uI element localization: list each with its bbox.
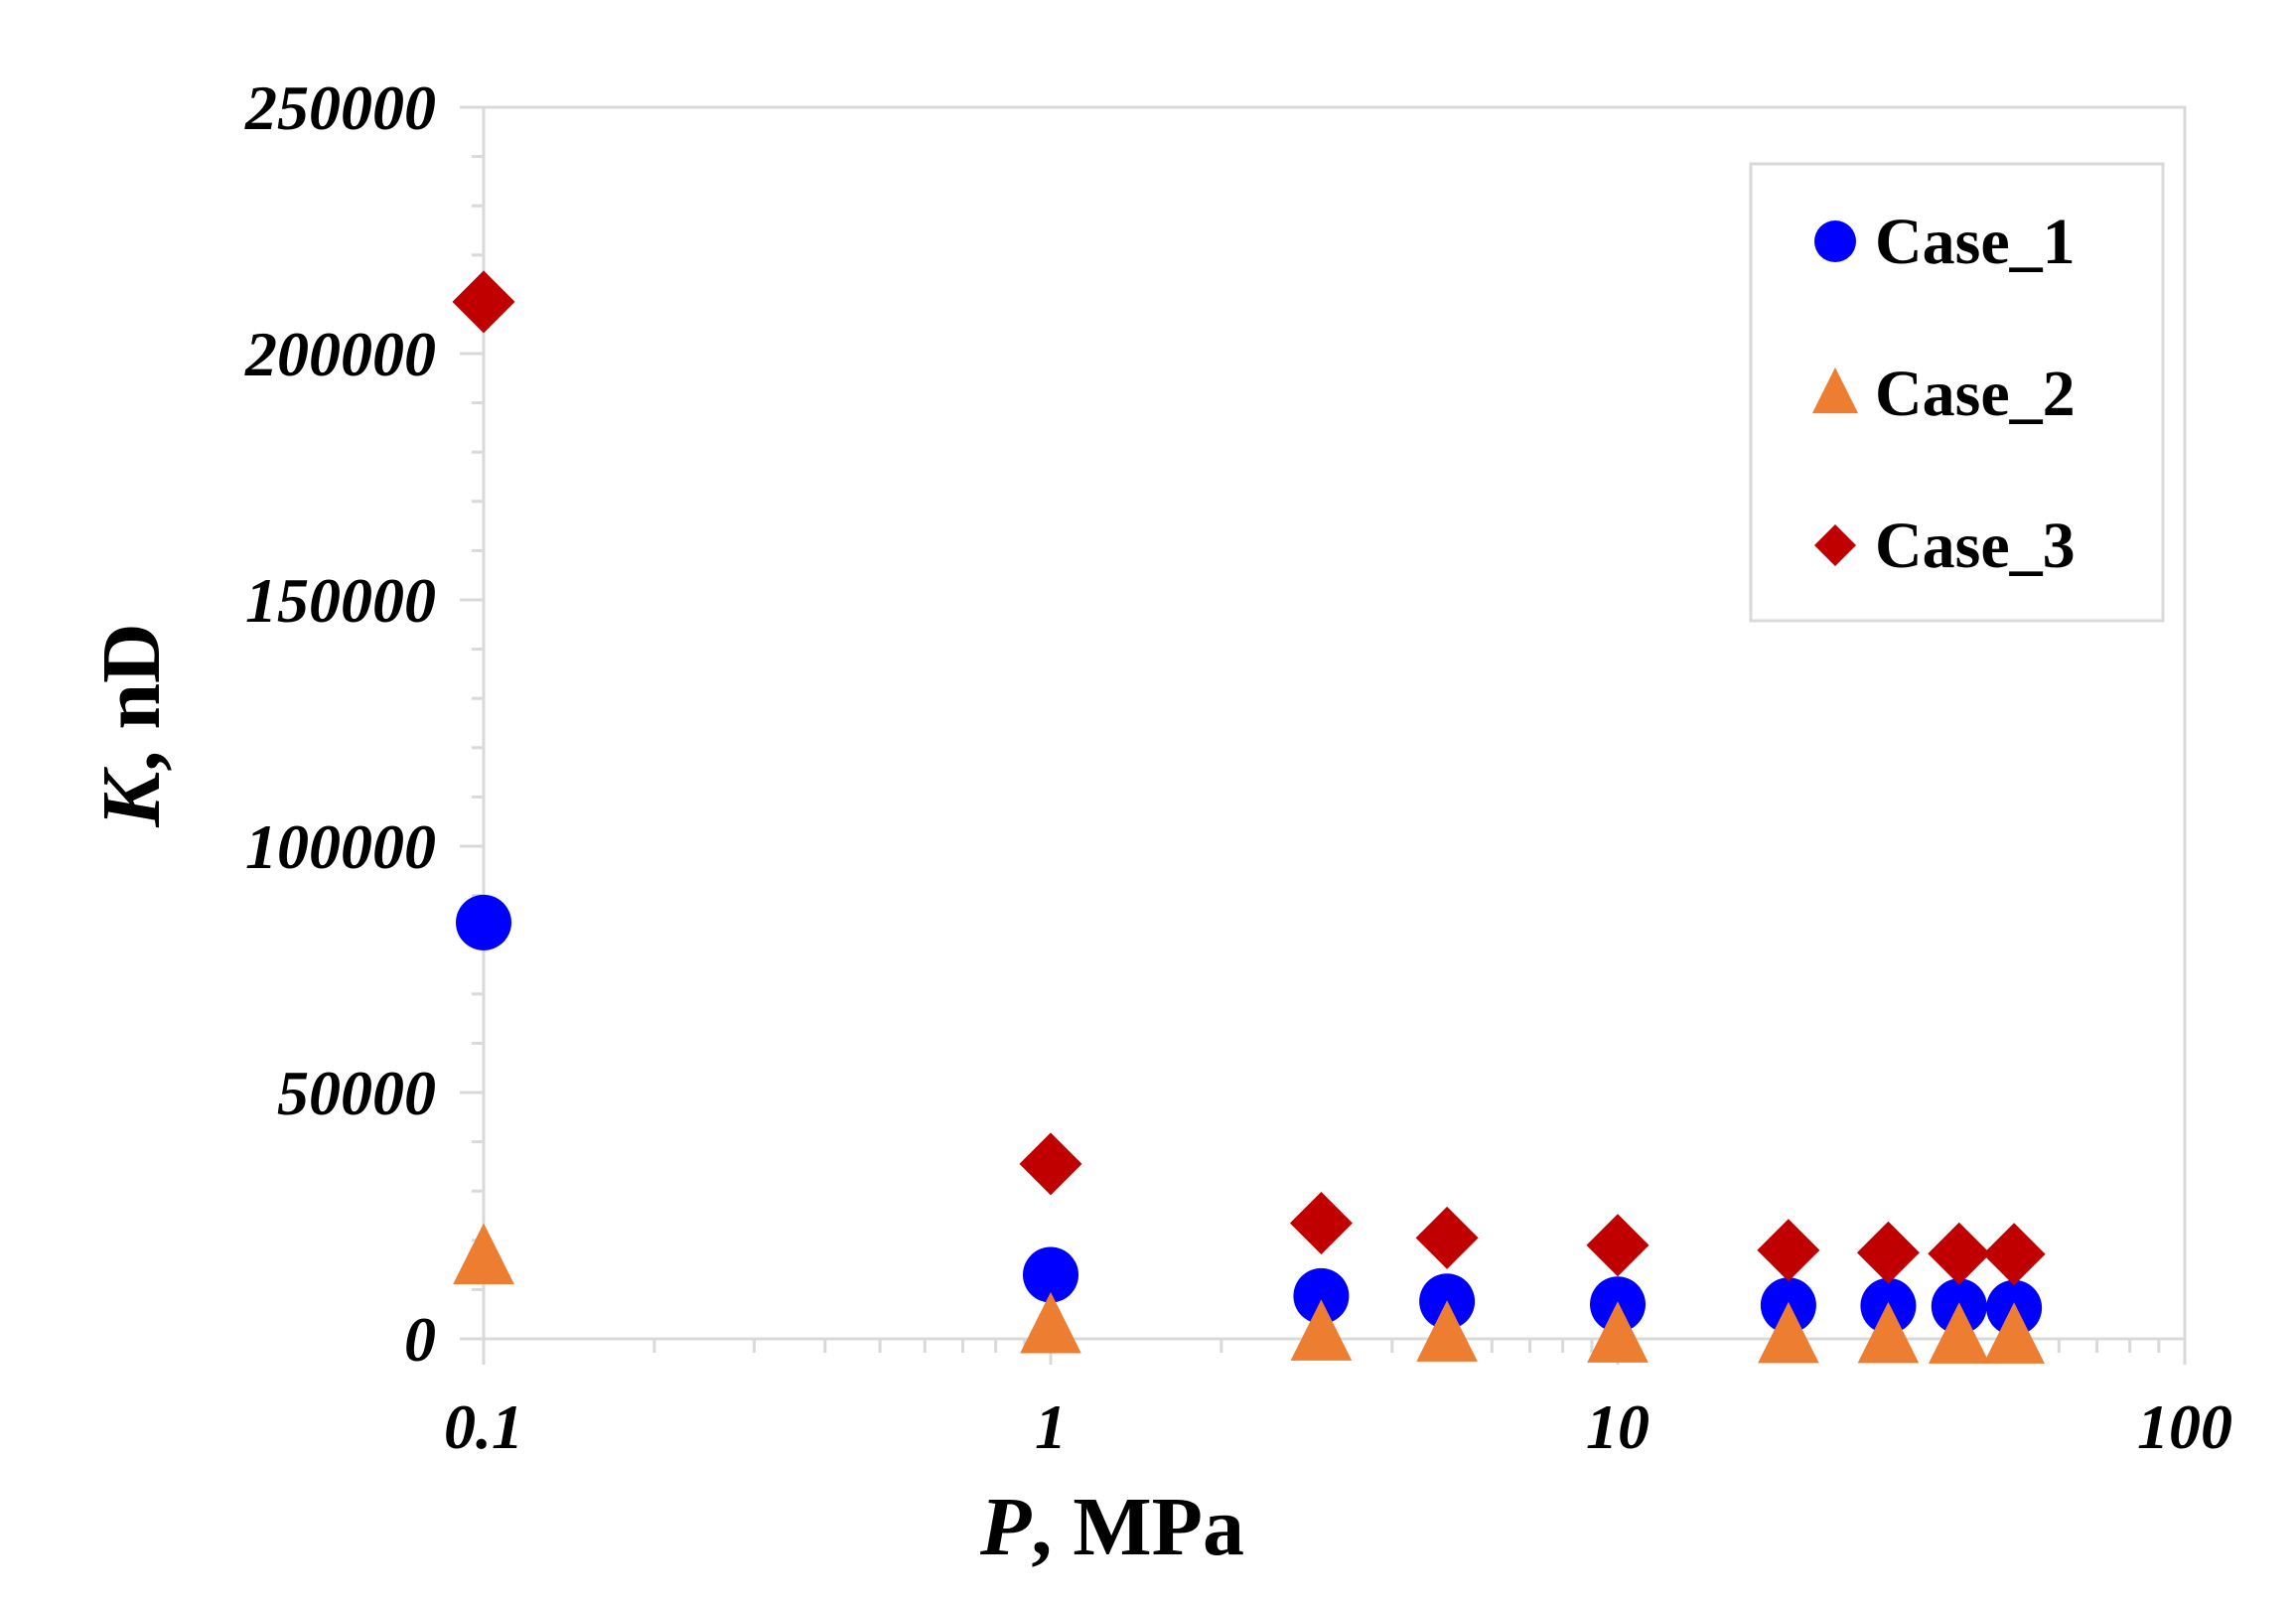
data-point-case-1: [1293, 1267, 1350, 1324]
y-tick-label: 100000: [245, 811, 436, 882]
data-point-case-1: [456, 894, 511, 950]
x-axis-symbol: P: [979, 1481, 1032, 1573]
y-tick-label: 150000: [245, 565, 436, 636]
y-tick-label: 200000: [244, 319, 436, 389]
data-point-case-3: [1856, 1221, 1920, 1284]
data-point-case-2: [1758, 1301, 1819, 1364]
data-point-case-2: [1928, 1302, 1990, 1364]
x-tick-label: 0.1: [444, 1391, 523, 1462]
data-point-case-3: [1982, 1223, 2046, 1286]
data-point-case-2: [1416, 1300, 1478, 1362]
data-point-case-2: [1857, 1301, 1920, 1364]
y-tick-label: 0: [404, 1304, 436, 1375]
x-tick-label: 10: [1586, 1391, 1650, 1462]
legend-label-case-1: Case_1: [1875, 206, 2076, 278]
data-point-case-2: [1290, 1299, 1353, 1361]
data-point-case-2: [1587, 1301, 1649, 1363]
data-point-case-3: [1415, 1206, 1479, 1269]
y-tick-label: 250000: [244, 73, 436, 143]
data-point-case-3: [1928, 1222, 1991, 1285]
data-point-case-3: [1586, 1214, 1650, 1277]
data-point-case-2: [1020, 1291, 1081, 1354]
data-point-case-3: [1019, 1132, 1082, 1196]
legend: Case_1 Case_2 Case_3: [1749, 162, 2165, 623]
legend-label-case-2: Case_2: [1875, 358, 2076, 430]
x-tick-label: 100: [2137, 1391, 2232, 1462]
y-axis-title: K, nD: [85, 623, 178, 827]
legend-marker-case-1: [1814, 220, 1856, 262]
data-point-case-1: [1023, 1246, 1078, 1303]
x-axis-title: P, MPa: [979, 1481, 1244, 1573]
legend-marker-case-2: [1811, 366, 1859, 414]
x-tick-label: 1: [1035, 1391, 1067, 1462]
legend-marker-case-3: [1814, 524, 1856, 566]
x-axis-unit: , MPa: [1031, 1481, 1244, 1573]
y-axis-unit: , nD: [85, 623, 178, 771]
data-point-case-3: [1289, 1191, 1353, 1254]
marks-layer: [452, 270, 2046, 1364]
data-point-case-2: [453, 1223, 514, 1285]
series-case-1: [456, 894, 2043, 1336]
y-axis-symbol: K: [85, 767, 178, 828]
data-point-case-3: [1757, 1219, 1820, 1282]
series-case-3: [452, 270, 2046, 1286]
axes-layer: 0 50000 100000 150000 200000 250000 0.1 1 10 100: [244, 73, 2232, 1462]
data-point-case-3: [452, 270, 515, 334]
data-point-case-2: [1983, 1302, 2045, 1364]
legend-label-case-3: Case_3: [1875, 510, 2076, 582]
y-tick-label: 50000: [277, 1058, 436, 1128]
series-case-2: [453, 1223, 2045, 1364]
